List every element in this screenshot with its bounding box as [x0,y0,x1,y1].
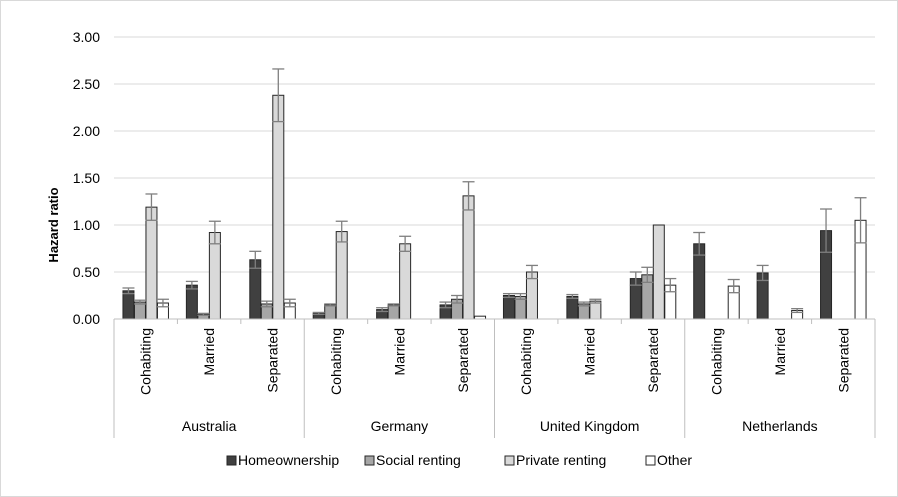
error-bar [197,312,210,316]
y-tick-label: 0.50 [73,264,100,280]
x-category-label: Cohabiting [328,328,344,395]
legend-label: Private renting [516,452,606,468]
x-category-label: Separated [835,328,851,393]
legend-item: Other [645,452,692,468]
error-bar [387,303,400,307]
legend-label: Other [657,452,692,468]
legend-label: Social renting [376,452,461,468]
bar-social-renting [324,304,337,320]
x-category-label: Separated [645,328,661,393]
legend: Homeownership Social renting Private renti… [226,452,692,468]
x-group-label: Australia [182,418,237,434]
error-bar [283,298,296,308]
legend-item: Private renting [504,452,606,468]
error-bar [525,264,538,280]
x-category-label: Cohabiting [518,328,534,395]
bar-homeownership [502,295,515,320]
bar-private-renting [589,300,602,320]
x-category-label: Separated [265,328,281,393]
error-bar [376,307,389,313]
error-bar [439,301,452,309]
error-bar [312,311,325,315]
y-tick-label: 1.00 [73,217,100,233]
bar-private-renting [462,195,475,320]
x-group-label: United Kingdom [540,418,640,434]
bar-homeownership [185,284,198,320]
error-bar [185,280,198,290]
bar-private-renting [145,206,158,320]
bar-private-renting [652,224,665,320]
x-category-label: Married [391,328,407,375]
y-tick-label: 2.50 [73,76,100,92]
error-bar [641,266,654,283]
error-bar [577,301,590,307]
bar-private-renting [399,243,412,320]
y-tick-label: 0.00 [73,311,100,327]
error-bar [260,300,273,308]
legend-item: Homeownership [226,452,339,468]
error-bar [727,278,740,294]
error-bar [854,197,867,244]
legend-swatch [226,455,237,466]
x-category-label: Cohabiting [138,328,154,395]
x-category-label: Married [582,328,598,375]
error-bar [272,68,285,123]
error-bar [462,181,475,211]
x-group-label: Netherlands [742,418,818,434]
gridlines [114,36,875,273]
bar-social-renting [387,304,400,320]
error-bar [122,287,135,295]
x-category-label: Cohabiting [708,328,724,395]
error-bar [664,277,677,293]
legend-swatch [645,455,656,466]
y-tick-label: 1.50 [73,170,100,186]
error-bar [324,303,337,307]
bar-social-renting [133,301,146,320]
bar-homeownership [566,295,579,320]
error-bar [756,264,769,282]
x-category-label: Separated [455,328,471,393]
error-bar [399,235,412,252]
x-category-label: Married [201,328,217,375]
bar-private-renting [335,231,348,320]
error-bar [589,298,602,304]
y-axis-label: Hazard ratio [46,187,61,262]
error-bar [249,250,262,269]
axes: 0.00 0.50 1.00 1.50 2.00 2.50 3.00 Cohabiting Ma… [73,29,876,438]
error-bar [566,293,579,299]
y-tick-label: 3.00 [73,29,100,45]
bar-homeownership [122,290,135,320]
legend-swatch [504,455,515,466]
error-bar [133,299,146,305]
error-bar [820,208,833,253]
error-bar [514,292,527,300]
bar-private-renting [272,94,285,320]
bars [122,94,867,320]
y-tick-label: 2.00 [73,123,100,139]
legend-label: Homeownership [238,452,339,468]
error-bars [122,68,867,316]
x-group-label: Germany [371,418,429,434]
error-bar [451,294,464,304]
error-bar [335,220,348,243]
error-bar [502,292,515,299]
error-bar [208,220,221,245]
legend-swatch [364,455,375,466]
error-bar [629,271,642,286]
error-bar [693,231,706,256]
x-category-label: Married [772,328,788,375]
bar-private-renting [208,232,221,320]
legend-item: Social renting [364,452,461,468]
error-bar [791,308,804,314]
error-bar [156,298,169,308]
error-bar [145,193,158,221]
